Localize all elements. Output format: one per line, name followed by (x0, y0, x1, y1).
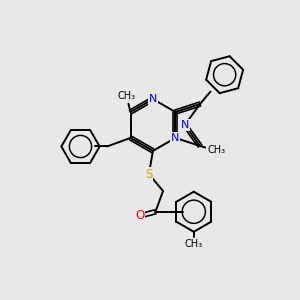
Text: O: O (135, 209, 145, 222)
Text: CH₃: CH₃ (185, 239, 203, 249)
Text: N: N (171, 133, 180, 143)
Text: N: N (181, 120, 189, 130)
Text: N: N (149, 94, 157, 104)
Text: CH₃: CH₃ (207, 146, 225, 155)
Text: S: S (145, 168, 152, 181)
Text: CH₃: CH₃ (117, 91, 135, 101)
